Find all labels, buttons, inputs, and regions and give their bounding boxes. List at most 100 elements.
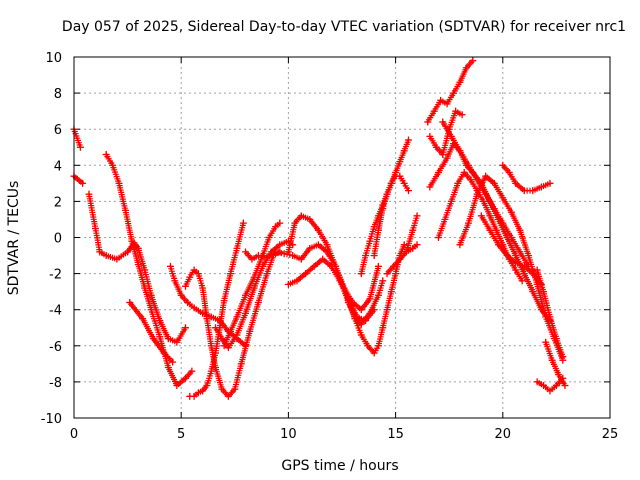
data-point bbox=[503, 252, 511, 260]
data-point bbox=[464, 161, 472, 169]
data-point bbox=[280, 250, 288, 258]
data-point bbox=[121, 206, 129, 214]
data-point bbox=[96, 248, 104, 256]
data-point bbox=[516, 226, 524, 234]
x-tick-label: 0 bbox=[70, 427, 78, 442]
data-point bbox=[181, 282, 189, 290]
data-point bbox=[507, 234, 515, 241]
data-point bbox=[449, 89, 457, 97]
data-point bbox=[344, 297, 352, 305]
y-tick-label: -8 bbox=[49, 376, 62, 391]
data-point bbox=[546, 313, 554, 321]
data-point bbox=[186, 273, 194, 281]
data-point bbox=[447, 197, 455, 205]
data-point bbox=[518, 277, 526, 285]
data-point bbox=[199, 387, 207, 395]
data-point bbox=[434, 169, 442, 177]
x-tick-label: 15 bbox=[387, 427, 404, 442]
series-sat-w bbox=[439, 118, 533, 270]
series-sat-a bbox=[70, 125, 84, 151]
data-point bbox=[366, 237, 374, 245]
data-point bbox=[462, 64, 470, 72]
data-point bbox=[396, 158, 404, 166]
data-point bbox=[224, 344, 232, 352]
data-point bbox=[254, 252, 262, 260]
data-point bbox=[374, 262, 382, 270]
data-point bbox=[314, 226, 322, 234]
data-point bbox=[546, 387, 554, 395]
data-point bbox=[194, 389, 202, 397]
data-point bbox=[400, 147, 408, 155]
data-point bbox=[265, 234, 273, 241]
data-point bbox=[218, 335, 226, 343]
data-point bbox=[396, 172, 404, 180]
data-point bbox=[139, 315, 147, 323]
data-point bbox=[430, 107, 438, 115]
data-point bbox=[263, 270, 271, 278]
data-point bbox=[546, 179, 554, 187]
series-sat-p bbox=[370, 172, 412, 260]
data-point bbox=[164, 335, 172, 343]
data-point bbox=[171, 277, 179, 285]
data-point bbox=[529, 270, 537, 278]
data-point bbox=[351, 315, 359, 323]
data-point bbox=[310, 262, 318, 270]
data-point bbox=[366, 295, 374, 303]
data-point bbox=[490, 179, 498, 187]
data-point bbox=[383, 270, 391, 278]
x-tick-label: 10 bbox=[280, 427, 297, 442]
data-point bbox=[499, 161, 507, 169]
data-point bbox=[389, 262, 397, 270]
series-sat-s bbox=[424, 57, 477, 126]
data-point bbox=[254, 298, 262, 306]
data-point bbox=[237, 360, 245, 368]
data-point bbox=[409, 244, 417, 252]
y-tick-label: 2 bbox=[54, 195, 62, 210]
data-point bbox=[409, 226, 417, 234]
data-point bbox=[207, 342, 215, 350]
data-point bbox=[190, 392, 198, 400]
data-point bbox=[434, 234, 442, 241]
data-point bbox=[314, 241, 322, 249]
data-point bbox=[181, 324, 189, 332]
series-sat-aa bbox=[533, 266, 567, 361]
plus-markers bbox=[499, 162, 553, 194]
plus-markers bbox=[542, 339, 568, 389]
series-sat-r bbox=[402, 212, 421, 256]
data-point bbox=[160, 349, 168, 357]
series-sat-b bbox=[70, 172, 87, 187]
data-point bbox=[379, 324, 387, 332]
data-point bbox=[276, 219, 284, 227]
data-point bbox=[516, 248, 524, 256]
data-point bbox=[482, 172, 490, 180]
series-sat-e bbox=[126, 298, 177, 366]
y-axis-label: SDTVAR / TECUs bbox=[6, 181, 22, 296]
data-point bbox=[218, 385, 226, 393]
data-point bbox=[540, 288, 548, 296]
data-point bbox=[233, 313, 241, 321]
data-point bbox=[552, 335, 560, 343]
data-point bbox=[387, 179, 395, 187]
data-point bbox=[169, 358, 177, 366]
data-point bbox=[512, 252, 520, 260]
data-point bbox=[533, 266, 541, 274]
data-point bbox=[147, 306, 155, 314]
data-point bbox=[512, 266, 520, 274]
series-sat-h bbox=[186, 219, 247, 400]
data-point bbox=[561, 382, 569, 390]
data-point bbox=[284, 248, 292, 256]
data-point bbox=[357, 306, 365, 314]
data-point bbox=[370, 306, 378, 314]
data-point bbox=[239, 219, 247, 227]
data-point bbox=[443, 154, 451, 162]
data-point bbox=[439, 150, 447, 158]
data-point bbox=[91, 224, 99, 232]
data-point bbox=[548, 356, 556, 364]
data-point bbox=[250, 273, 258, 281]
data-point bbox=[164, 363, 172, 371]
data-point bbox=[520, 262, 528, 270]
data-point bbox=[199, 284, 207, 292]
data-point bbox=[336, 277, 344, 285]
data-point bbox=[306, 244, 314, 252]
data-point bbox=[486, 212, 494, 220]
